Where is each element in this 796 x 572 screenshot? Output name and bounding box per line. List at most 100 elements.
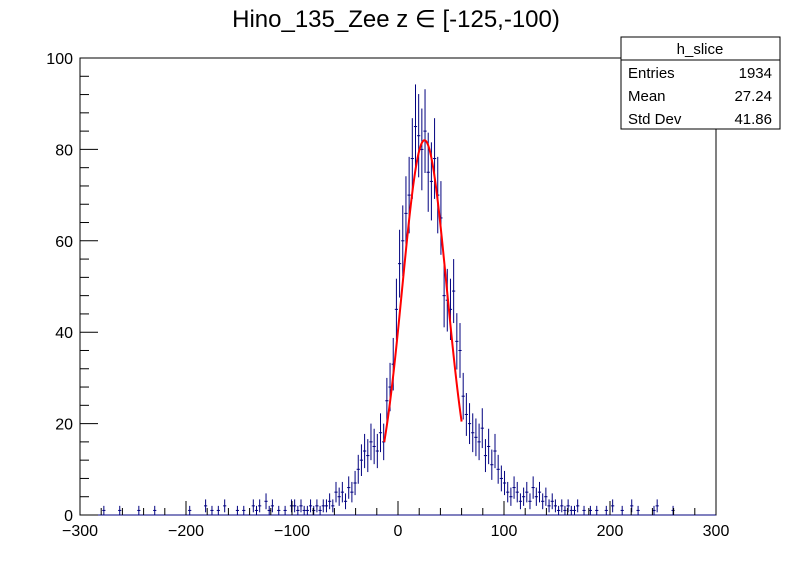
x-tick-label: −300 — [62, 523, 98, 540]
stats-stddev-label: Std Dev — [628, 111, 682, 128]
x-axis: −300 −200 −100 0 100 200 300 — [62, 501, 729, 540]
hist-bin-17 — [277, 505, 281, 515]
hist-bin-70 — [452, 259, 456, 324]
hist-bin-76 — [471, 413, 475, 453]
stats-mean-label: Mean — [628, 88, 666, 105]
hist-bin-24 — [305, 505, 309, 515]
hist-bin-59 — [417, 94, 421, 178]
stats-box: h_slice Entries 1934 Mean 27.24 Std Dev … — [620, 36, 781, 130]
hist-bin-114 — [611, 499, 615, 513]
hist-bin-109 — [576, 499, 580, 513]
hist-bin-41 — [359, 444, 364, 476]
hist-bin-92 — [522, 487, 526, 506]
chart-title: Hino_135_Zee z ∈ [-125,-100) — [232, 6, 560, 33]
hist-bin-18 — [283, 505, 287, 515]
hist-bin-45 — [372, 428, 376, 465]
hist-bin-7 — [216, 505, 220, 515]
hist-bin-39 — [353, 470, 357, 496]
hist-bin-102 — [553, 499, 557, 513]
hist-bin-25 — [308, 499, 313, 513]
hist-bin-32 — [331, 499, 335, 513]
hist-bin-97 — [537, 481, 542, 503]
hist-bin-33 — [334, 481, 338, 503]
hist-bin-21 — [296, 505, 300, 515]
hist-bin-99 — [544, 487, 548, 506]
hist-bin-91 — [518, 493, 523, 510]
hist-bin-1 — [118, 505, 122, 515]
hist-bin-103 — [557, 505, 561, 515]
hist-bin-106 — [566, 499, 570, 513]
hist-bin-108 — [572, 505, 577, 515]
hist-bin-46 — [375, 433, 379, 469]
hist-bin-42 — [363, 433, 367, 469]
hist-bin-75 — [467, 403, 472, 445]
hist-bin-19 — [289, 499, 294, 513]
y-axis: 0 20 40 60 80 100 — [46, 51, 98, 525]
hist-bin-31 — [328, 493, 332, 510]
hist-bin-15 — [267, 505, 271, 515]
hist-bin-3 — [153, 505, 157, 515]
fit-curve — [383, 139, 463, 443]
hist-bin-30 — [324, 499, 329, 513]
x-tick-label: 200 — [597, 523, 624, 540]
hist-bin-54 — [401, 205, 405, 277]
hist-bin-6 — [210, 505, 214, 515]
hist-bin-111 — [588, 505, 592, 515]
hist-bin-79 — [480, 408, 484, 449]
hist-bin-110 — [582, 505, 586, 515]
hist-bin-4 — [188, 505, 192, 515]
hist-bin-13 — [258, 499, 262, 513]
hist-bin-100 — [547, 499, 551, 513]
hist-bin-115 — [620, 505, 624, 515]
hist-bin-116 — [630, 499, 634, 513]
hist-bin-95 — [531, 476, 535, 499]
hist-bin-49 — [385, 377, 389, 424]
hist-bin-52 — [394, 278, 398, 341]
hist-bin-85 — [499, 465, 503, 492]
hist-bin-55 — [404, 176, 408, 251]
hist-bin-22 — [299, 499, 303, 513]
gaussian-fit — [383, 139, 463, 443]
x-tick-label: −100 — [274, 523, 310, 540]
y-tick-label: 0 — [64, 508, 73, 525]
hist-bin-67 — [442, 263, 446, 328]
y-tick-label: 40 — [55, 325, 73, 342]
hist-bin-118 — [652, 505, 656, 515]
hist-bin-11 — [251, 499, 255, 513]
x-tick-label: −200 — [168, 523, 204, 540]
hist-bin-98 — [541, 493, 545, 510]
hist-bin-5 — [204, 499, 208, 513]
stats-mean-value: 27.24 — [734, 88, 772, 105]
hist-bin-2 — [137, 505, 141, 515]
hist-bin-78 — [477, 423, 481, 461]
y-tick-label: 80 — [55, 142, 73, 159]
hist-bin-80 — [483, 439, 488, 473]
y-tick-label: 20 — [55, 417, 73, 434]
hist-bin-107 — [569, 505, 573, 515]
stats-box-frame — [620, 36, 781, 130]
y-tick-label: 100 — [46, 51, 73, 68]
hist-bin-84 — [496, 454, 500, 484]
hist-bin-61 — [423, 89, 427, 174]
hist-bin-86 — [502, 470, 507, 496]
hist-bin-10 — [242, 505, 246, 515]
x-tick-label: 100 — [491, 523, 518, 540]
hist-bin-58 — [413, 84, 418, 169]
hist-bin-38 — [350, 481, 354, 503]
hist-bin-37 — [347, 476, 351, 499]
hist-bin-9 — [235, 505, 239, 515]
hist-bin-74 — [464, 393, 468, 436]
hist-bin-35 — [340, 481, 344, 503]
hist-bin-26 — [312, 505, 316, 515]
hist-bin-83 — [493, 433, 497, 469]
hist-bin-60 — [420, 108, 424, 191]
hist-bin-112 — [595, 505, 599, 515]
hist-bin-28 — [318, 505, 322, 515]
hist-bin-90 — [515, 481, 519, 503]
hist-bin-71 — [455, 313, 459, 370]
hist-bin-16 — [270, 499, 274, 513]
hist-bin-81 — [487, 428, 491, 465]
hist-bin-117 — [636, 505, 640, 515]
hist-bin-73 — [461, 372, 465, 420]
